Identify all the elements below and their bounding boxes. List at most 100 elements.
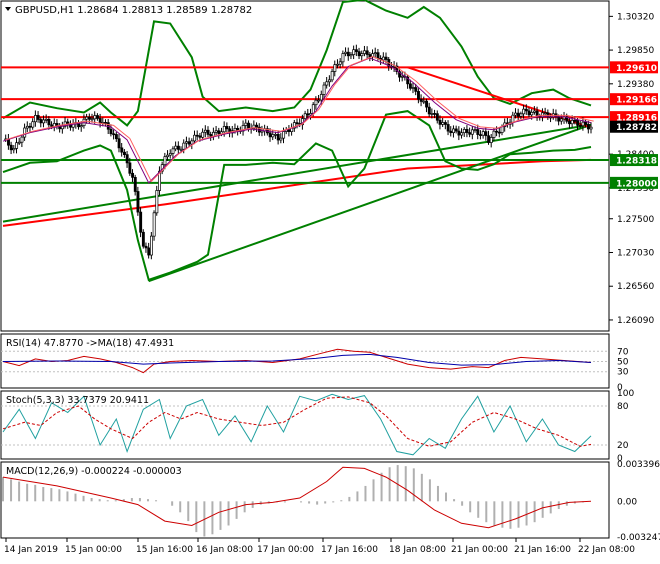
level-label-box: [610, 93, 658, 106]
candle-body: [365, 50, 369, 55]
candle-body: [96, 115, 99, 119]
candle-body: [23, 127, 27, 138]
candle-body: [209, 134, 213, 137]
candle-body: [247, 122, 250, 129]
candle-body: [573, 119, 577, 122]
candle-body: [514, 112, 518, 116]
candle-body: [325, 81, 329, 86]
price-tick-label: 1.29380: [617, 80, 654, 90]
candle-body: [352, 49, 356, 55]
candle-body: [295, 122, 299, 124]
candle-body: [427, 106, 431, 115]
candle-body: [152, 212, 156, 237]
candle-body: [90, 118, 94, 121]
candle-body: [462, 129, 466, 134]
symbol-dropdown-icon[interactable]: [5, 7, 11, 11]
candle-body: [47, 118, 51, 126]
candle-body: [125, 154, 129, 164]
time-label: 15 Jan 16:00: [136, 545, 193, 555]
candle-body: [98, 118, 102, 123]
candle-body: [244, 122, 248, 126]
candle-body: [292, 122, 296, 129]
candle-body: [287, 129, 291, 132]
candle-body: [149, 235, 153, 256]
time-label: 17 Jan 00:00: [257, 545, 314, 555]
candle-body: [384, 56, 388, 60]
candle-body: [60, 125, 64, 130]
time-label: 14 Jan 2019: [4, 545, 58, 555]
candle-body: [87, 116, 91, 120]
candle-body: [489, 137, 493, 143]
macd-panel-frame: [0, 461, 610, 539]
stoch-main-line: [2, 393, 592, 456]
candle-body: [20, 136, 24, 143]
candle-body: [168, 153, 172, 156]
candle-body: [373, 52, 377, 55]
candle-body: [39, 119, 43, 124]
candle-body: [274, 134, 277, 136]
price-tick-label: 1.27500: [617, 215, 654, 225]
candle-body: [381, 56, 385, 61]
trendline-0: [148, 123, 592, 283]
candle-body: [408, 83, 412, 89]
candle-body: [136, 191, 140, 213]
candle-body: [398, 71, 402, 78]
candle-body: [144, 245, 148, 249]
candle-body: [9, 144, 13, 151]
candle-body: [425, 100, 429, 108]
level-label-2: 1.28916: [616, 114, 657, 124]
candle-body: [473, 129, 477, 131]
candle-body: [31, 121, 35, 128]
candle-body: [93, 115, 97, 120]
level-label-4: 1.28318: [616, 157, 657, 167]
candle-body: [476, 129, 480, 135]
rsi-tick-label: 50: [617, 358, 629, 368]
symbol-header: GBPUSD,H1 1.28684 1.28813 1.28589 1.2878…: [15, 5, 252, 16]
candle-body: [206, 129, 210, 135]
candle-body: [306, 113, 310, 116]
time-label: 18 Jan 08:00: [389, 545, 446, 555]
candle-body: [155, 190, 159, 214]
candle-body: [260, 130, 264, 133]
candle-body: [317, 99, 321, 102]
candle-body: [400, 75, 404, 78]
candle-body: [166, 154, 170, 158]
main-panel-frame: [0, 0, 610, 332]
candle-body: [511, 114, 515, 123]
candle-body: [584, 121, 588, 125]
candle-body: [182, 142, 186, 150]
candle-body: [570, 119, 574, 125]
level-label-3: 1.28782: [616, 123, 657, 133]
candle-body: [158, 170, 161, 191]
candle-body: [419, 98, 423, 102]
candle-body: [193, 134, 197, 142]
candle-body: [171, 148, 175, 154]
candle-body: [255, 124, 259, 128]
rsi-label: RSI(14) 47.8770 ->MA(18) 47.4931: [6, 338, 174, 349]
price-tick-label: 1.26560: [617, 282, 654, 292]
candle-body: [252, 124, 256, 130]
candle-body: [225, 126, 229, 130]
candle-body: [190, 140, 194, 145]
candle-body: [55, 123, 59, 126]
stoch-label: Stoch(5,3,3) 33.7379 20.9411: [6, 395, 149, 406]
rsi-line: [2, 348, 592, 374]
macd-layer: 0.003396 0.00 -0.003247: [2, 460, 660, 543]
stoch-panel-frame: [0, 390, 610, 460]
candle-body: [114, 134, 118, 140]
candle-body: [179, 148, 183, 151]
candle-body: [371, 53, 375, 58]
candle-body: [438, 119, 442, 125]
candle-body: [452, 128, 455, 134]
candle-body: [123, 151, 126, 155]
candle-body: [104, 122, 108, 124]
price-tick-label: 1.27930: [617, 184, 654, 194]
candle-body: [535, 110, 539, 117]
candle-body: [346, 51, 350, 57]
candle-body: [344, 51, 348, 54]
candle-body: [141, 231, 145, 247]
level-label-box: [610, 176, 658, 189]
trendline-1: [407, 66, 592, 129]
level-label-box: [610, 154, 658, 167]
candle-body: [530, 111, 534, 116]
